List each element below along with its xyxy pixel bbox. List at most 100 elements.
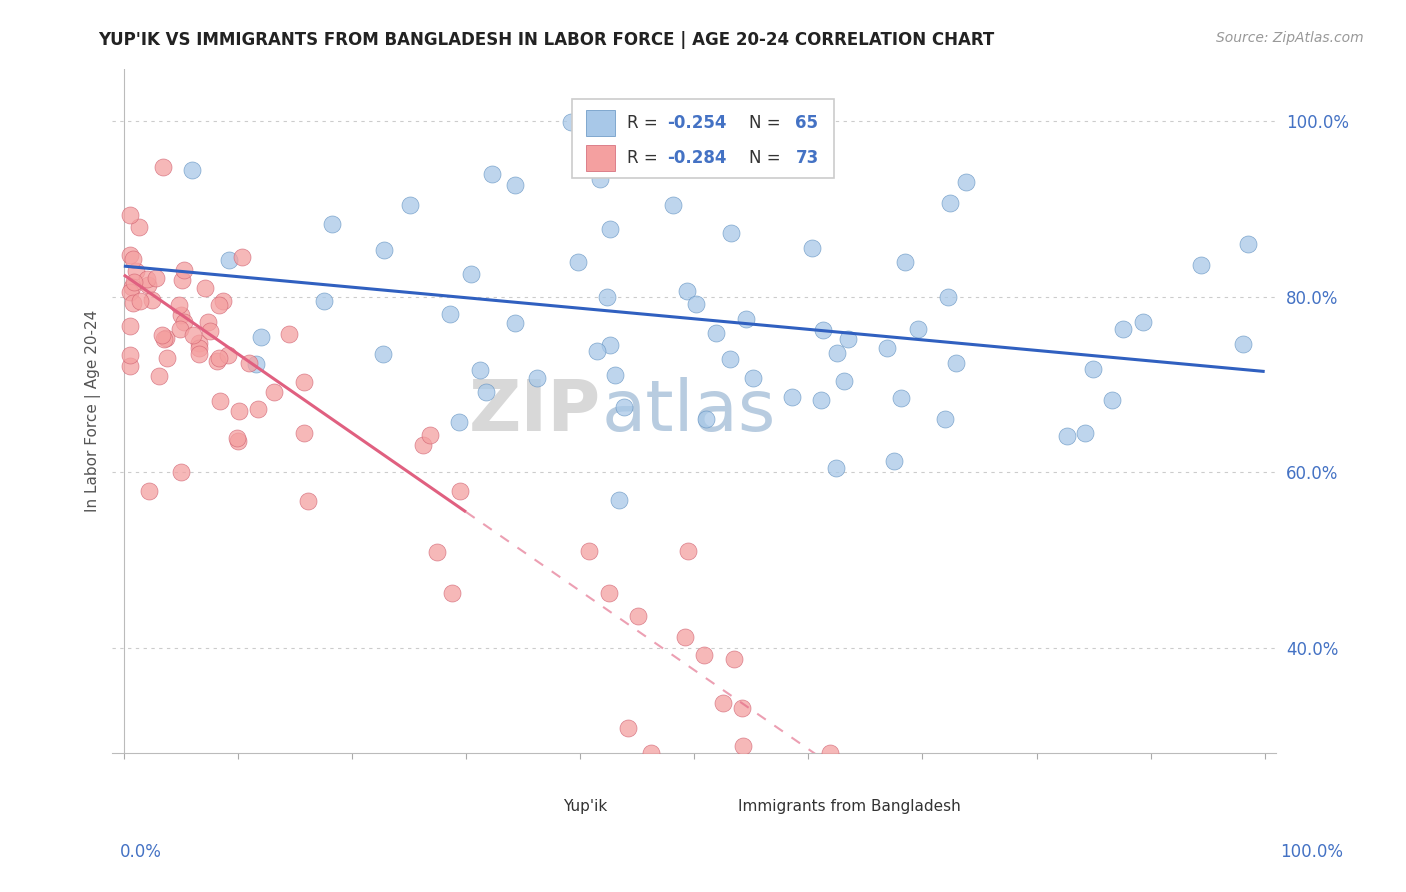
Point — [934, 411, 956, 425]
Point — [449, 483, 471, 498]
Point — [118, 208, 141, 222]
Point — [824, 461, 846, 475]
Point — [578, 544, 600, 558]
Text: -0.254: -0.254 — [668, 114, 727, 132]
Point — [782, 390, 804, 404]
Point — [617, 721, 640, 735]
Point — [181, 327, 204, 342]
Point — [468, 362, 491, 376]
Point — [125, 264, 148, 278]
Point — [640, 747, 662, 761]
Point — [810, 392, 832, 407]
Point — [118, 348, 141, 362]
Point — [907, 321, 929, 335]
Point — [661, 198, 683, 212]
Point — [441, 585, 464, 599]
Point — [170, 308, 193, 322]
Point — [148, 369, 170, 384]
Bar — [586, 145, 614, 170]
Point — [150, 328, 173, 343]
Point — [292, 426, 315, 441]
Point — [475, 384, 498, 399]
Point — [605, 368, 627, 383]
Point — [876, 342, 898, 356]
Point — [890, 391, 912, 405]
Text: 73: 73 — [796, 149, 818, 167]
Point — [706, 326, 728, 340]
Point — [936, 290, 959, 304]
Bar — [586, 111, 614, 136]
Point — [218, 253, 240, 268]
Point — [297, 493, 319, 508]
Text: Immigrants from Bangladesh: Immigrants from Bangladesh — [738, 799, 962, 814]
Point — [172, 273, 194, 287]
Point — [292, 376, 315, 390]
Text: 65: 65 — [796, 114, 818, 132]
Point — [167, 298, 190, 312]
Point — [883, 454, 905, 468]
FancyBboxPatch shape — [572, 99, 834, 178]
Point — [228, 404, 250, 418]
Point — [180, 163, 202, 178]
Point — [607, 493, 630, 508]
Point — [419, 428, 441, 442]
Point — [136, 272, 159, 286]
Point — [245, 357, 267, 371]
Point — [122, 275, 145, 289]
Point — [145, 270, 167, 285]
Point — [1056, 429, 1078, 443]
Point — [567, 255, 589, 269]
Point — [373, 243, 395, 257]
Point — [128, 293, 150, 308]
Point — [247, 402, 270, 417]
Point — [212, 294, 235, 309]
Point — [208, 394, 231, 409]
Point — [526, 370, 548, 384]
Text: 100.0%: 100.0% — [1279, 843, 1343, 861]
Bar — [531, 797, 557, 817]
Point — [598, 586, 620, 600]
Point — [118, 359, 141, 373]
Point — [939, 196, 962, 211]
Point — [118, 248, 141, 262]
Text: R =: R = — [627, 149, 662, 167]
Point — [312, 293, 335, 308]
Point — [832, 375, 855, 389]
Point — [250, 330, 273, 344]
Point — [321, 217, 343, 231]
Point — [713, 696, 735, 710]
Point — [741, 371, 763, 385]
Point — [676, 284, 699, 298]
Point — [217, 348, 239, 362]
Point — [1237, 237, 1260, 252]
Point — [595, 290, 617, 304]
Point — [718, 352, 741, 367]
Point — [187, 336, 209, 351]
Point — [627, 608, 650, 623]
Point — [263, 385, 285, 400]
Point — [152, 332, 174, 346]
Point — [734, 312, 756, 326]
Point — [170, 465, 193, 479]
Point — [208, 351, 231, 365]
Point — [121, 280, 143, 294]
Text: N =: N = — [749, 114, 786, 132]
Point — [676, 544, 699, 558]
Point — [208, 298, 231, 312]
Point — [1111, 322, 1133, 336]
Point — [128, 219, 150, 234]
Point — [945, 356, 967, 370]
Point — [588, 171, 610, 186]
Point — [371, 347, 394, 361]
Point — [1132, 315, 1154, 329]
Text: atlas: atlas — [602, 376, 776, 445]
Point — [197, 316, 219, 330]
Point — [613, 400, 636, 414]
Point — [811, 323, 834, 337]
Point — [439, 307, 461, 321]
Point — [1101, 393, 1123, 408]
Point — [586, 343, 609, 358]
Point — [818, 747, 841, 761]
Point — [141, 293, 163, 308]
Point — [695, 412, 717, 426]
